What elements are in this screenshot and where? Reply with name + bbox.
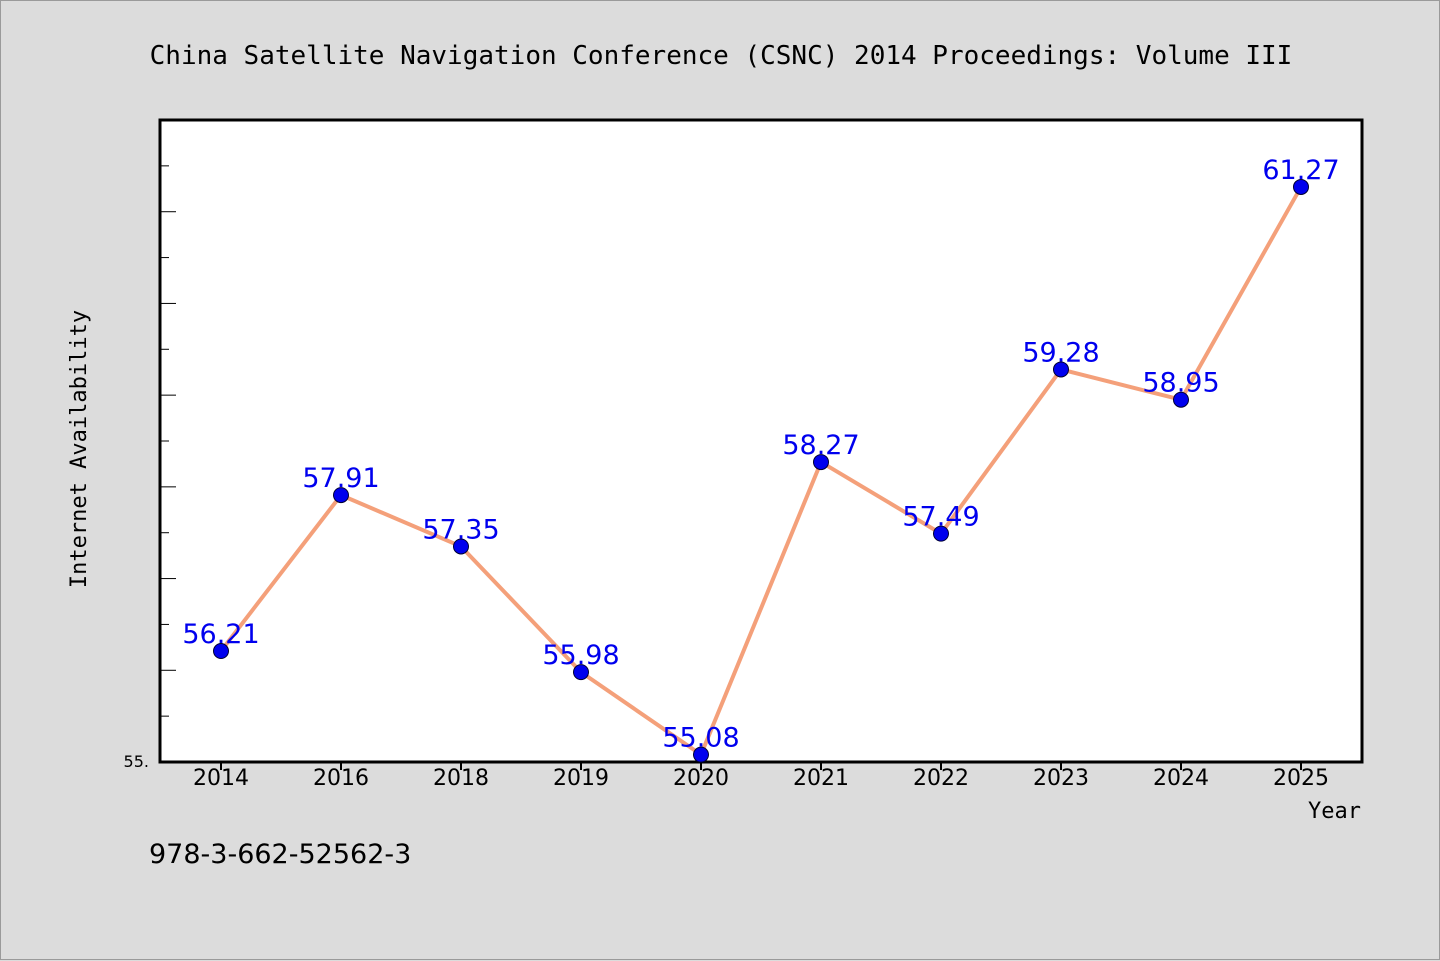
- x-tick-label: 2018: [433, 766, 489, 791]
- data-point: [693, 746, 709, 763]
- data-label: 61.27: [1262, 155, 1339, 186]
- data-label: 55.08: [662, 723, 739, 754]
- series-line: [219, 185, 1303, 757]
- y-axis-label: Internet Availability: [67, 310, 92, 588]
- x-tick-label: 2020: [673, 766, 729, 791]
- x-tick-label: 2023: [1033, 766, 1089, 791]
- x-tick-label: 2025: [1273, 766, 1329, 791]
- x-tick-label: 2019: [553, 766, 609, 791]
- data-label: 58.27: [782, 430, 859, 461]
- x-axis-label: Year: [1308, 799, 1361, 824]
- data-label: 55.98: [542, 640, 619, 671]
- data-label: 56.21: [182, 619, 259, 650]
- data-point: [213, 643, 229, 660]
- plot-area: [158, 118, 1364, 764]
- y-axis-ticks: [160, 165, 176, 717]
- x-tick-label: 2014: [193, 766, 249, 791]
- data-label: 59.28: [1022, 337, 1099, 368]
- data-point: [933, 525, 949, 542]
- data-label: 57.35: [422, 514, 499, 545]
- x-tick-label: 2021: [793, 766, 849, 791]
- data-point: [333, 487, 349, 504]
- data-point: [573, 664, 589, 681]
- footnote-isbn: 978-3-662-52562-3: [149, 839, 411, 870]
- data-label: 57.91: [302, 463, 379, 494]
- chart-title: China Satellite Navigation Conference (C…: [150, 41, 1293, 71]
- data-point: [1293, 178, 1309, 195]
- x-axis-tick-labels: 2014 2016 2018 2019 2020 2021 2022 2023 2024 2025: [193, 762, 1329, 791]
- data-point: [453, 538, 469, 555]
- x-tick-label: 2022: [913, 766, 969, 791]
- data-label: 57.49: [902, 502, 979, 533]
- series-group: 56.21 57.91 57.35 55.98 55.08 58.27 57.49 59.28…: [182, 155, 1340, 763]
- data-point: [1173, 391, 1189, 408]
- data-point: [1053, 361, 1069, 378]
- y-tick-label: 55.: [124, 752, 149, 771]
- data-label: 58.95: [1142, 368, 1219, 399]
- data-point: [813, 454, 829, 471]
- x-tick-label: 2016: [313, 766, 369, 791]
- x-tick-label: 2024: [1153, 766, 1209, 791]
